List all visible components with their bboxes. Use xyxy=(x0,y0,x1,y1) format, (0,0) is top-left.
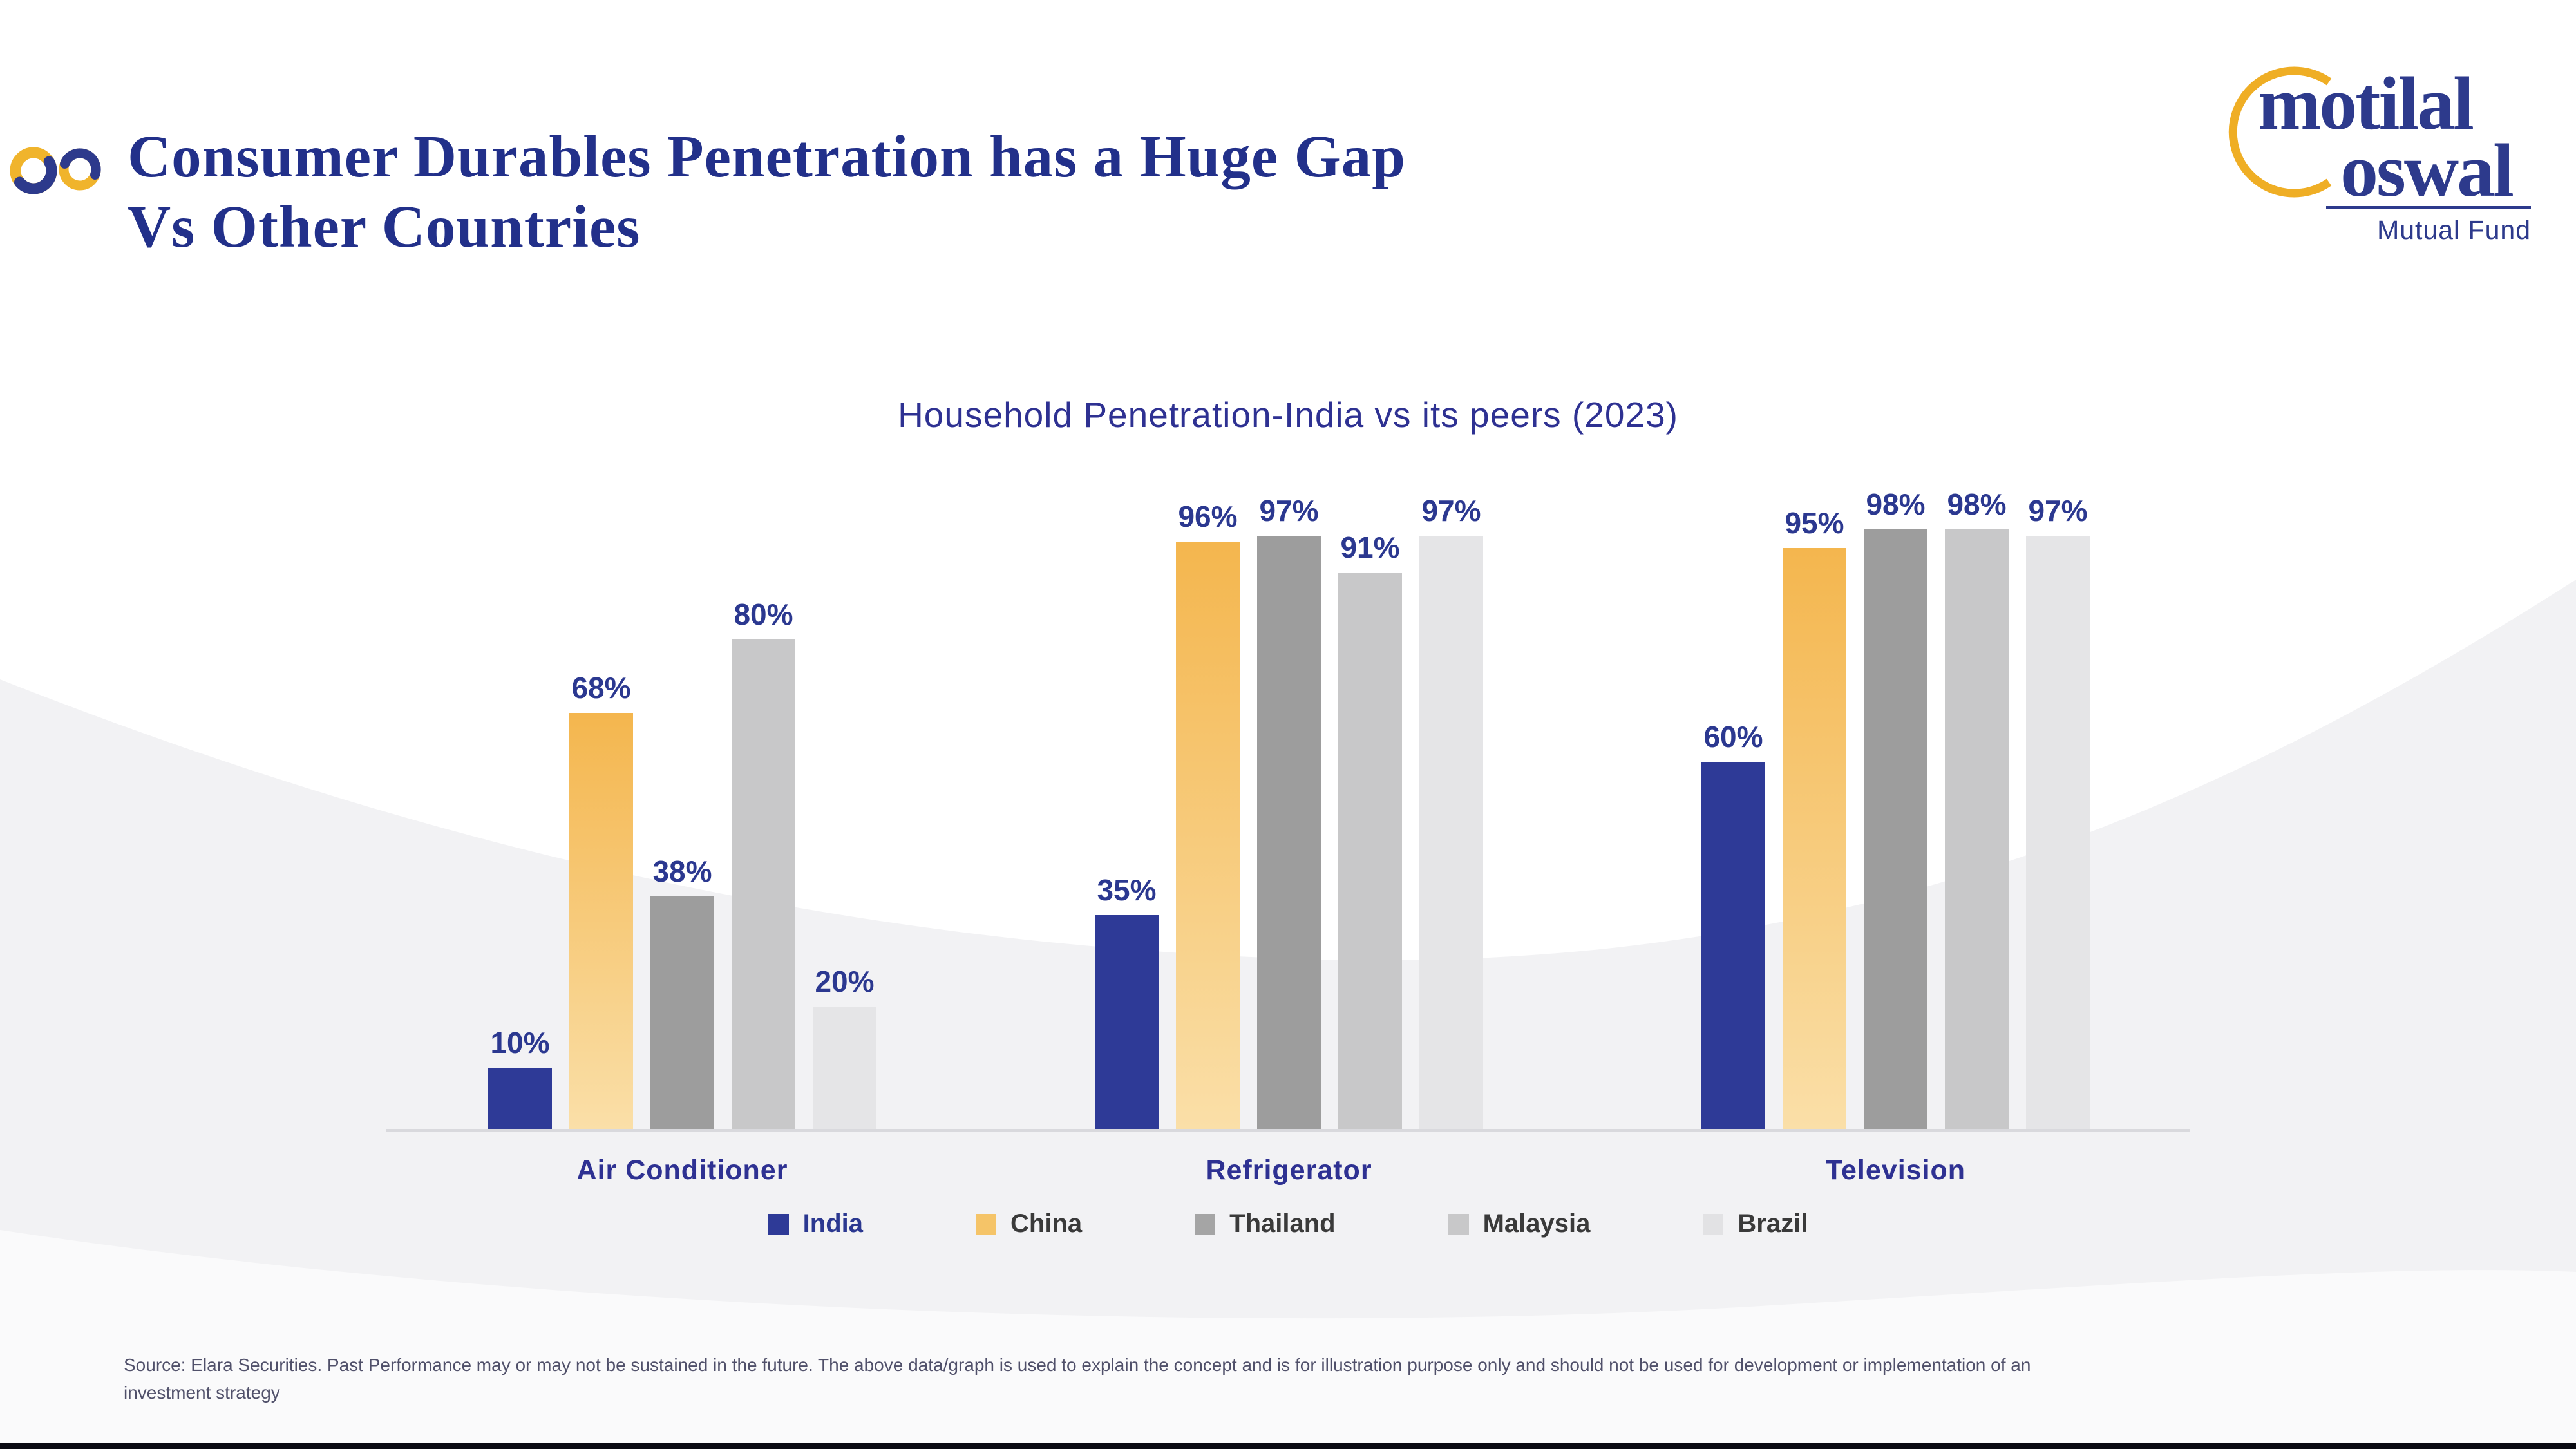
legend-swatch-icon xyxy=(1448,1213,1469,1235)
bar-thailand xyxy=(1864,529,1927,1129)
bar-value-label: 68% xyxy=(571,671,631,705)
logo-word-motilal: motilal xyxy=(2258,61,2474,146)
legend-swatch-icon xyxy=(976,1213,997,1235)
bar-value-label: 20% xyxy=(815,965,875,998)
legend-item-thailand: Thailand xyxy=(1195,1209,1336,1238)
legend-label: Malaysia xyxy=(1482,1209,1591,1238)
source-line1: Source: Elara Securities. Past Performan… xyxy=(124,1355,2031,1375)
category-label: Air Conditioner xyxy=(576,1155,788,1186)
bar-value-label: 38% xyxy=(652,855,712,888)
source-line2: investment strategy xyxy=(124,1383,280,1403)
bar-group-television: 60% 95% 98% 98% 97% Television xyxy=(1701,477,2090,1186)
bar-china xyxy=(569,713,633,1129)
bar-thailand xyxy=(650,896,714,1129)
bar-value-label: 96% xyxy=(1178,500,1238,533)
bar-cell-china: 68% xyxy=(569,670,633,1129)
bar-value-label: 97% xyxy=(2028,493,2088,527)
slide-title-line1: Consumer Durables Penetration has a Huge… xyxy=(128,124,1406,190)
legend-label: China xyxy=(1010,1209,1083,1238)
motilal-oswal-logo: motilal oswal Mutual Fund xyxy=(2221,57,2543,250)
bar-group-refrigerator: 35% 96% 97% 91% 97% Refrigerator xyxy=(1095,477,1483,1186)
bar-cell-india: 35% xyxy=(1095,873,1159,1129)
bar-cell-brazil: 97% xyxy=(1419,493,1483,1129)
bar-value-label: 98% xyxy=(1947,488,2007,521)
bar-brazil xyxy=(2026,535,2090,1129)
bar-value-label: 97% xyxy=(1421,493,1481,527)
legend-item-brazil: Brazil xyxy=(1703,1209,1808,1238)
bar-group-air-conditioner: 10% 68% 38% 80% 20% Air Conditioner xyxy=(488,477,876,1186)
source-disclaimer: Source: Elara Securities. Past Performan… xyxy=(124,1351,2249,1407)
logo-yellow-arc-icon xyxy=(2228,66,2332,198)
bar-china xyxy=(1783,547,1846,1129)
bar-malaysia xyxy=(732,639,795,1129)
bar-india xyxy=(1701,762,1765,1129)
bottom-accent-bar xyxy=(0,1443,2576,1449)
logo-word-oswal: oswal xyxy=(2340,128,2514,213)
bar-cell-brazil: 97% xyxy=(2026,493,2090,1129)
bar-brazil xyxy=(813,1007,876,1129)
logo-tagline: Mutual Fund xyxy=(2377,215,2531,245)
bar-cell-thailand: 97% xyxy=(1257,493,1321,1129)
bar-value-label: 98% xyxy=(1866,488,1926,521)
bar-cell-malaysia: 80% xyxy=(732,597,795,1129)
bar-thailand xyxy=(1257,535,1321,1129)
bar-malaysia xyxy=(1945,529,2009,1129)
legend-label: Thailand xyxy=(1229,1209,1336,1238)
legend-item-china: China xyxy=(976,1209,1082,1238)
slide-title-line2: Vs Other Countries xyxy=(128,193,641,260)
legend-swatch-icon xyxy=(1195,1213,1216,1235)
bar-value-label: 80% xyxy=(734,598,793,631)
category-label: Television xyxy=(1825,1155,1966,1186)
infinity-swoosh-icon xyxy=(10,147,101,194)
bar-cell-malaysia: 98% xyxy=(1945,487,2009,1129)
bar-brazil xyxy=(1419,535,1483,1129)
bar-india xyxy=(488,1068,552,1129)
logo-divider-line xyxy=(2326,206,2531,209)
bar-value-label: 35% xyxy=(1097,873,1157,907)
bar-value-label: 60% xyxy=(1703,720,1763,753)
plot-area: 10% 68% 38% 80% 20% Air Conditioner 35% 96% 97% 9… xyxy=(386,477,2190,1186)
legend-item-malaysia: Malaysia xyxy=(1448,1209,1591,1238)
chart-legend: India China Thailand Malaysia Brazil xyxy=(0,1209,2576,1238)
legend-item-india: India xyxy=(768,1209,863,1238)
bar-value-label: 91% xyxy=(1340,530,1400,564)
bar-cell-india: 60% xyxy=(1701,719,1765,1129)
legend-swatch-icon xyxy=(768,1213,789,1235)
bar-value-label: 97% xyxy=(1259,493,1319,527)
bar-malaysia xyxy=(1338,572,1402,1129)
bar-value-label: 95% xyxy=(1785,506,1844,540)
legend-label: Brazil xyxy=(1738,1209,1808,1238)
bar-cell-thailand: 98% xyxy=(1864,487,1927,1129)
bar-cell-china: 95% xyxy=(1783,506,1846,1129)
bar-cell-india: 10% xyxy=(488,1025,552,1129)
bar-cell-malaysia: 91% xyxy=(1338,530,1402,1129)
category-label: Refrigerator xyxy=(1206,1155,1372,1186)
chart-title: Household Penetration-India vs its peers… xyxy=(898,395,1678,435)
bar-value-label: 10% xyxy=(490,1026,550,1059)
bar-cell-thailand: 38% xyxy=(650,854,714,1129)
slide-title: Consumer Durables Penetration has a Huge… xyxy=(128,122,1406,263)
legend-swatch-icon xyxy=(1703,1213,1724,1235)
bar-cell-brazil: 20% xyxy=(813,964,876,1129)
bar-cell-china: 96% xyxy=(1176,499,1240,1129)
legend-label: India xyxy=(802,1209,864,1238)
bar-india xyxy=(1095,914,1159,1129)
bar-china xyxy=(1176,542,1240,1129)
